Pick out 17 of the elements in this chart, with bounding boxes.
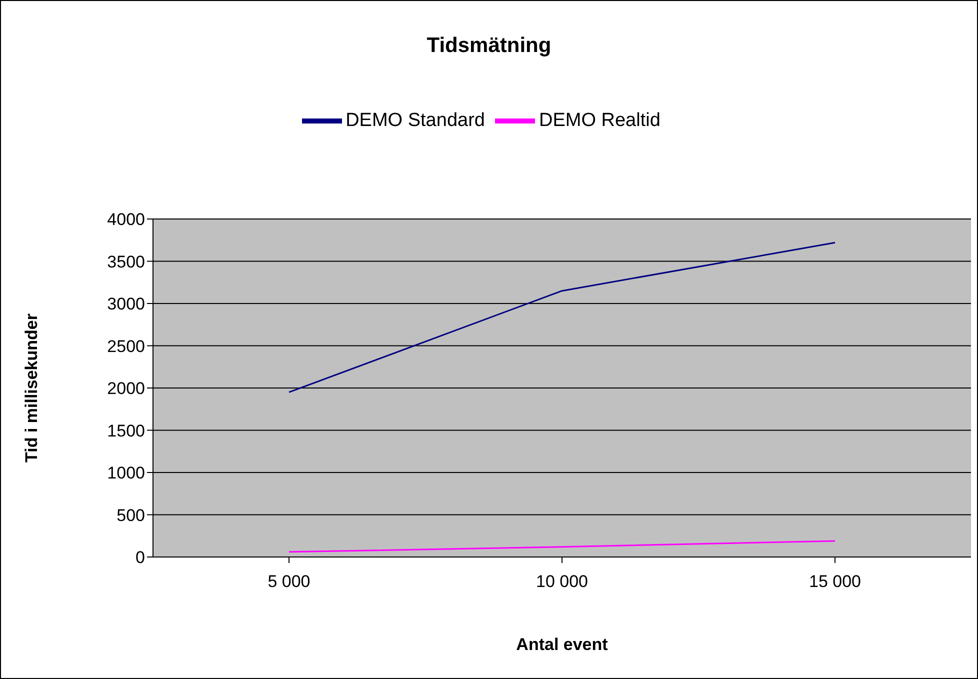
x-tick-label: 10 000 (536, 572, 588, 592)
legend-label: DEMO Realtid (538, 110, 660, 132)
x-axis-title: Antal event (516, 635, 608, 654)
legend-label: DEMO Standard (346, 110, 485, 132)
y-tick-label: 3500 (107, 252, 145, 272)
chart-title: Tidsmätning (426, 34, 552, 58)
y-tick-label: 2500 (107, 336, 145, 356)
y-tick-label: 1000 (107, 464, 145, 483)
y-tick-label: 0 (136, 548, 145, 568)
x-tick-label: 15 000 (809, 572, 861, 592)
y-tick-label: 3000 (107, 294, 145, 314)
y-tick-label: 4000 (107, 210, 145, 230)
y-tick-label: 1500 (107, 421, 145, 440)
y-tick-label: 2000 (107, 379, 145, 398)
y-axis-title: Tid i millisekunder (22, 313, 42, 462)
x-tick-label: 5 000 (268, 572, 310, 592)
y-tick-label: 500 (116, 506, 145, 525)
